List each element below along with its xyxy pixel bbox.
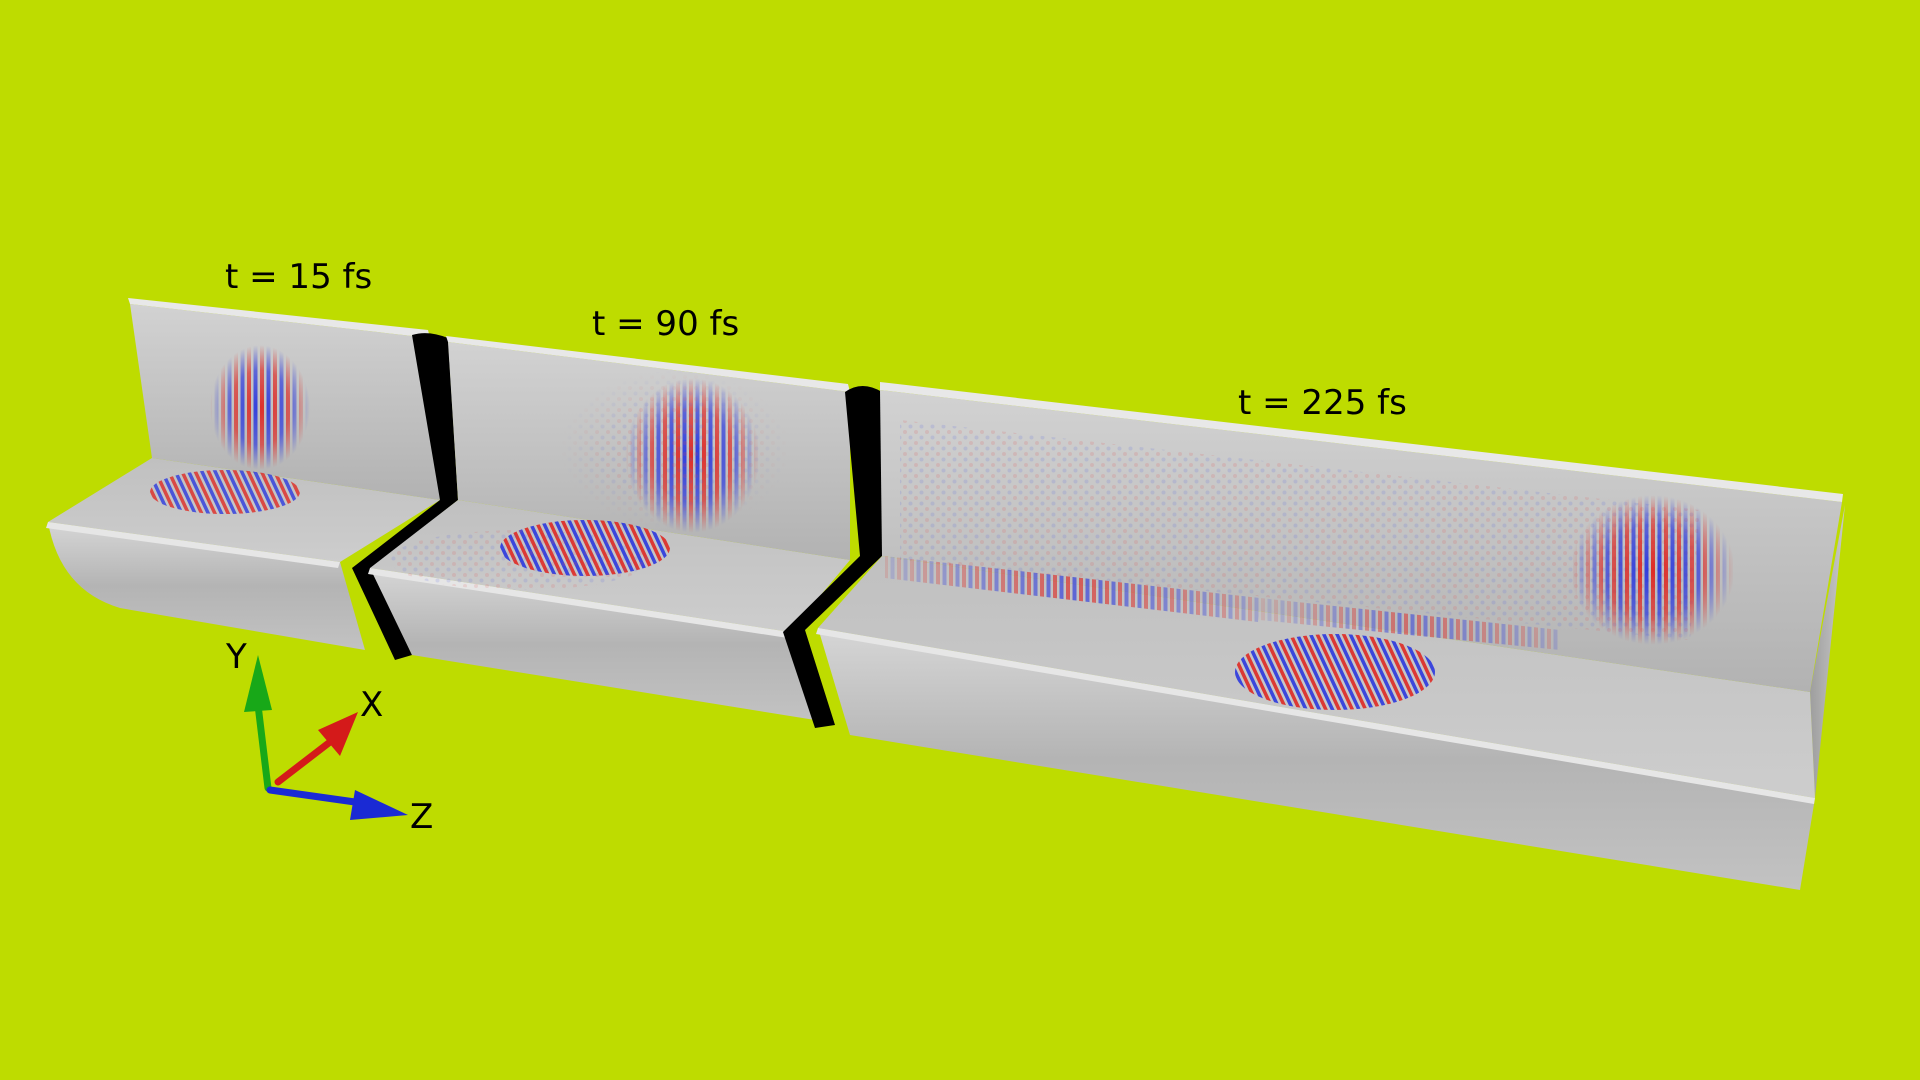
z-axis-arrowhead xyxy=(350,790,408,820)
segment-3-guided-streak xyxy=(885,556,1260,622)
segment-3-time-label: t = 225 fs xyxy=(1238,383,1407,423)
separator-1 xyxy=(352,333,458,660)
segment-3 xyxy=(816,382,1845,890)
y-axis-arrowhead xyxy=(244,655,272,712)
segment-1-wall-wavepacket xyxy=(210,345,310,470)
y-axis-arrow xyxy=(254,701,272,792)
segment-2-curved-body xyxy=(370,568,815,720)
z-axis-label: Z xyxy=(410,797,433,837)
separator-2 xyxy=(783,386,882,728)
segment-2-time-label: t = 90 fs xyxy=(592,304,739,344)
z-axis-arrow xyxy=(266,786,359,806)
y-axis-label: Y xyxy=(225,637,247,677)
x-axis-arrow xyxy=(274,738,334,786)
axis-triad: Y X Z xyxy=(225,637,433,837)
x-axis-label: X xyxy=(360,685,383,725)
segment-3-wall-wavepacket xyxy=(1570,495,1735,645)
segment-1 xyxy=(46,298,440,650)
segment-2 xyxy=(368,336,850,720)
segment-3-curved-body xyxy=(818,628,1815,890)
segment-1-time-label: t = 15 fs xyxy=(225,257,372,297)
segment-3-floor-wavepacket xyxy=(1235,634,1435,710)
segment-1-curved-body xyxy=(48,522,365,650)
x-axis-arrowhead xyxy=(318,712,358,756)
segment-1-floor-wavepacket xyxy=(150,470,300,514)
